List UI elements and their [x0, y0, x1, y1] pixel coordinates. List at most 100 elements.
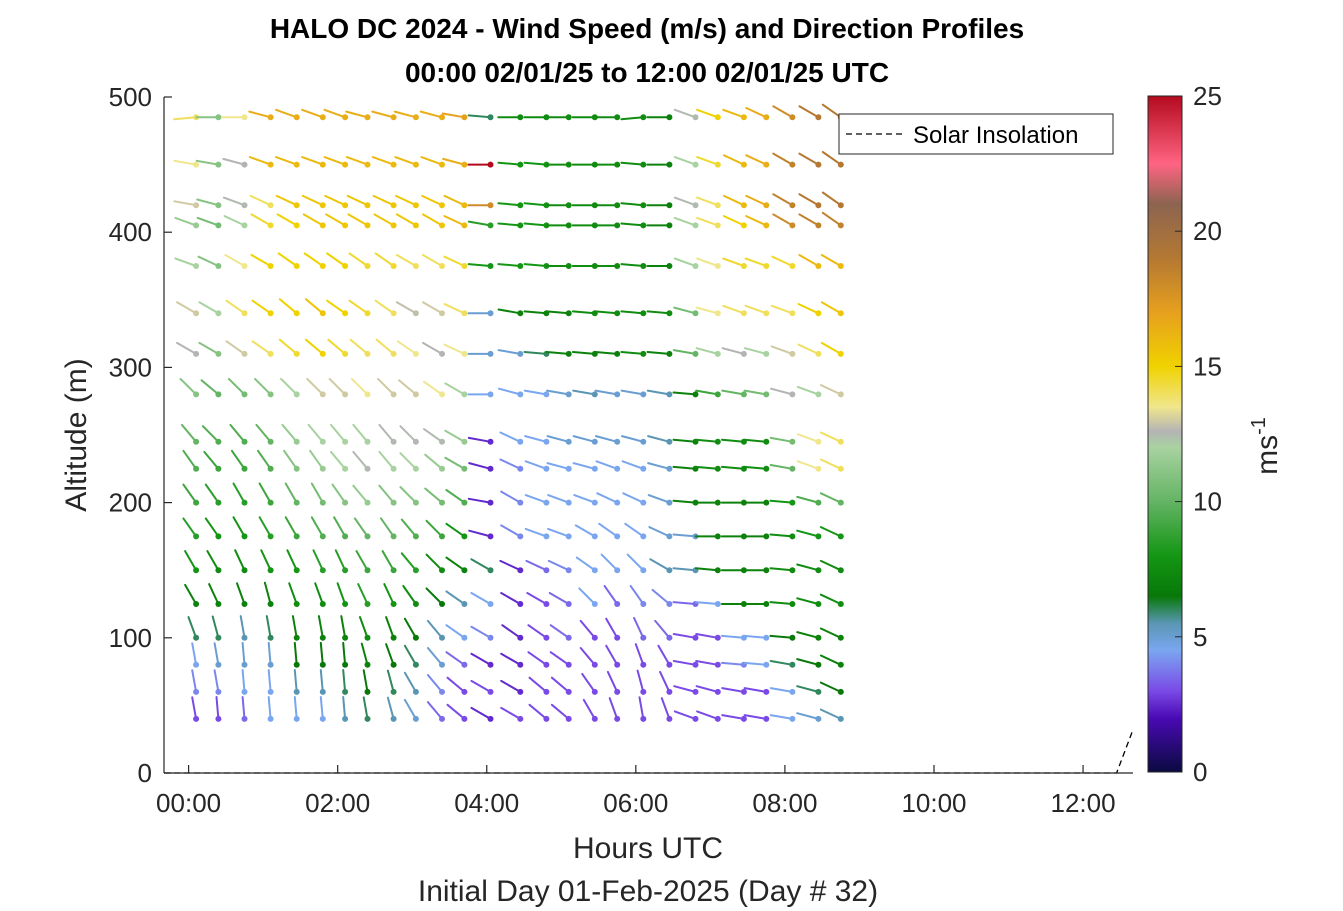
- wind-barb-shaft: [646, 310, 671, 315]
- wind-barb-dot: [241, 310, 248, 317]
- wind-barb-dot: [815, 202, 822, 209]
- wind-barb-dot: [763, 438, 770, 445]
- wind-barb-shaft: [744, 347, 768, 355]
- wind-barb-shaft: [291, 615, 298, 639]
- wind-barb-shaft: [293, 669, 298, 693]
- wind-barb-dot: [666, 391, 673, 398]
- wind-barb-dot: [517, 161, 524, 168]
- wind-barb-dot: [666, 533, 673, 540]
- wind-barb-shaft: [347, 213, 369, 227]
- wind-barb: [470, 652, 494, 668]
- wind-barb-dot: [364, 465, 371, 472]
- wind-barb: [319, 641, 326, 668]
- wind-barb-dot: [614, 661, 621, 668]
- wind-barb-dot: [342, 715, 349, 722]
- wind-barb-shaft: [798, 213, 820, 227]
- wind-barb-shaft: [420, 156, 443, 166]
- wind-barb: [723, 215, 747, 229]
- wind-barb-dot: [565, 499, 572, 506]
- wind-barb-dot: [815, 350, 822, 357]
- wind-barb: [467, 436, 494, 445]
- wind-barb: [304, 298, 326, 317]
- wind-barb-dot: [319, 222, 326, 229]
- wind-barb-dot: [543, 438, 550, 445]
- wind-barb: [377, 377, 397, 398]
- colorbar-tick-label: 5: [1193, 622, 1207, 652]
- wind-barb-shaft: [672, 499, 697, 504]
- wind-barb: [744, 304, 770, 317]
- wind-barb-dot: [763, 688, 770, 695]
- wind-barb: [545, 350, 572, 357]
- wind-barb: [672, 391, 699, 398]
- wind-barb-dot: [714, 715, 721, 722]
- wind-barb-dot: [543, 499, 550, 506]
- wind-barb-dot: [543, 567, 550, 574]
- wind-barb-dot: [789, 391, 796, 398]
- wind-barb: [267, 696, 274, 722]
- wind-barb-shaft: [523, 389, 548, 396]
- wind-barb-shaft: [200, 379, 220, 396]
- wind-barb-dot: [364, 499, 371, 506]
- wind-barb-dot: [319, 465, 326, 472]
- wind-barb: [769, 687, 796, 695]
- wind-barb-shaft: [425, 553, 443, 572]
- wind-barb-shaft: [470, 558, 492, 572]
- wind-barb-dot: [439, 688, 445, 695]
- wind-barb-dot: [815, 688, 822, 695]
- wind-barb-dot: [666, 567, 673, 574]
- wind-barb-dot: [591, 533, 598, 540]
- wind-barb-dot: [640, 567, 647, 574]
- wind-barb-shaft: [620, 161, 645, 166]
- wind-barb: [445, 651, 468, 668]
- wind-barb-shaft: [444, 456, 466, 470]
- x-axis-ticks: 00:00 02:00 04:00 06:00 08:00 10:00 12:00: [156, 765, 1116, 818]
- wind-barb-shaft: [798, 105, 820, 119]
- wind-barb-shaft: [395, 194, 417, 207]
- wind-barb-dot: [342, 601, 349, 607]
- wind-barb-dot: [267, 634, 274, 641]
- wind-barb-shaft: [250, 213, 272, 227]
- wind-barb-dot: [241, 601, 248, 607]
- wind-barb: [224, 254, 248, 269]
- wind-barb: [819, 431, 844, 445]
- wind-barb-shaft: [470, 625, 492, 639]
- wind-barb: [257, 449, 274, 472]
- wind-barb-shaft: [426, 701, 443, 720]
- x-tick-label: 02:00: [305, 788, 370, 818]
- wind-barb-dot: [319, 391, 326, 398]
- wind-barb-shaft: [236, 582, 246, 605]
- wind-barb: [467, 350, 494, 357]
- wind-barb: [470, 625, 494, 641]
- wind-barb-dot: [390, 688, 397, 695]
- wind-barb-shaft: [293, 641, 298, 666]
- wind-barb: [330, 450, 349, 472]
- wind-barb: [497, 222, 524, 229]
- wind-barb-dot: [640, 661, 647, 668]
- wind-barb-shaft: [743, 634, 768, 639]
- wind-barb-dot: [293, 114, 300, 121]
- wind-barb: [603, 585, 621, 607]
- wind-barb-dot: [815, 715, 822, 722]
- wind-barb-dot: [640, 688, 647, 695]
- wind-barb-dot: [614, 263, 621, 269]
- wind-barb-shaft: [796, 529, 820, 538]
- wind-barb-shaft: [378, 450, 395, 470]
- wind-barb-dot: [714, 661, 721, 668]
- wind-barb-shaft: [275, 156, 298, 166]
- wind-barb-shaft: [524, 494, 548, 504]
- wind-barb: [578, 587, 598, 607]
- wind-barb: [654, 619, 673, 641]
- wind-barb: [819, 559, 844, 574]
- wind-barb-dot: [319, 310, 326, 317]
- wind-barb-shaft: [355, 550, 369, 572]
- wind-barb-dot: [267, 161, 274, 168]
- wind-barb: [301, 156, 326, 168]
- wind-barb-dot: [740, 263, 747, 269]
- wind-barb: [646, 310, 673, 317]
- wind-barb: [745, 107, 770, 121]
- wind-barb-dot: [789, 263, 796, 269]
- wind-barb-shaft: [196, 198, 220, 207]
- wind-barb-shaft: [620, 351, 645, 355]
- wind-barb: [267, 669, 274, 695]
